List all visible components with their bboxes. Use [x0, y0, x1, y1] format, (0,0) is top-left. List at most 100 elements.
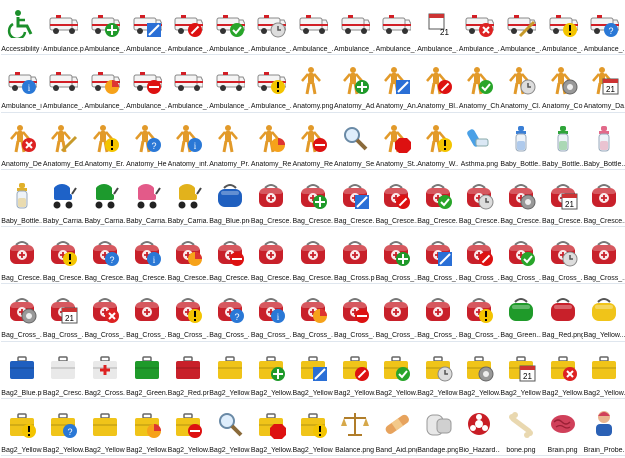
icon-tile[interactable]: Bandage.png	[416, 401, 459, 458]
icon-tile[interactable]: Bag2_Yellow...	[375, 344, 417, 401]
icon-tile[interactable]: Ambulance_...	[250, 0, 293, 57]
icon-tile[interactable]: Bag_Yellow...	[583, 286, 625, 343]
icon-tile[interactable]: Anatomy_Bl...	[416, 57, 459, 114]
icon-tile[interactable]: Bag_Cross_...	[500, 229, 542, 286]
icon-tile[interactable]: Bag2_Yellow...	[292, 344, 334, 401]
icon-tile[interactable]: Anatomy_Se...	[333, 115, 376, 172]
icon-tile[interactable]: Anatomy_St...	[375, 115, 417, 172]
icon-tile[interactable]: Bag_Cross_...	[458, 286, 501, 343]
icon-tile[interactable]: Bag_Green...	[500, 286, 542, 343]
icon-tile[interactable]: bone.png	[500, 401, 542, 458]
icon-tile[interactable]: Bag_Red.png	[541, 286, 584, 343]
icon-tile[interactable]: Bag_Cresce...	[500, 172, 542, 229]
icon-tile[interactable]: Bag_Cresce...	[292, 229, 334, 286]
icon-tile[interactable]: Bag2_Yellow...	[1, 401, 43, 458]
icon-tile[interactable]: Bag_Cresce...	[167, 229, 209, 286]
icon-tile[interactable]: Asthma.png	[458, 115, 501, 172]
icon-tile[interactable]: Anatomy_An...	[375, 57, 417, 114]
icon-tile[interactable]: Bag_Cresce...	[583, 172, 625, 229]
icon-tile[interactable]: Bag_Cross_...	[333, 286, 376, 343]
icon-tile[interactable]: Bag2_Green...	[125, 344, 168, 401]
icon-tile[interactable]: Ambulance_...	[84, 57, 126, 114]
icon-tile[interactable]: Baby_Bottle...	[541, 115, 584, 172]
icon-tile[interactable]: Ambulance_...	[208, 0, 251, 57]
icon-tile[interactable]: Ambulance_...	[541, 0, 584, 57]
icon-tile[interactable]: Bag2_Yellow...	[208, 344, 251, 401]
icon-tile[interactable]: Anatomy_Pr...	[208, 115, 251, 172]
icon-tile[interactable]: Ambulance_...	[167, 57, 209, 114]
icon-tile[interactable]: Bag_Cresce...	[42, 229, 85, 286]
icon-tile[interactable]: Bag2_Yellow...	[84, 401, 126, 458]
icon-tile[interactable]: Band_Aid.png	[375, 401, 417, 458]
icon-tile[interactable]: ? Bag2_Yellow...	[42, 401, 85, 458]
icon-tile[interactable]: Bag2_Cross...	[84, 344, 126, 401]
icon-tile[interactable]: Bag_Cresce...	[416, 172, 459, 229]
icon-tile[interactable]: Ambulance.png	[42, 0, 85, 57]
icon-tile[interactable]: ? Bag_Cresce...	[84, 229, 126, 286]
icon-tile[interactable]: Bag_Cross_...	[375, 286, 417, 343]
icon-tile[interactable]: Ambulance_...	[500, 0, 542, 57]
icon-tile[interactable]: Anatomy_Ch...	[458, 57, 501, 114]
icon-tile[interactable]: Bag_Cross_...	[1, 286, 43, 343]
icon-tile[interactable]: Bag_Blue.png	[208, 172, 251, 229]
icon-tile[interactable]: Bag_Cross_...	[167, 286, 209, 343]
icon-tile[interactable]: Ambulance_...	[208, 57, 251, 114]
icon-tile[interactable]: ? Anatomy_He...	[125, 115, 168, 172]
icon-tile[interactable]: Bag2_Blue.png	[1, 344, 43, 401]
icon-tile[interactable]: Bag_Cross_...	[125, 286, 168, 343]
icon-tile[interactable]: Bio_Hazard...	[458, 401, 501, 458]
icon-tile[interactable]: Bag2_Yellow...	[292, 401, 334, 458]
icon-tile[interactable]: Anatomy_Cl...	[500, 57, 542, 114]
icon-tile[interactable]: Bag2_Yellow...	[416, 344, 459, 401]
icon-tile[interactable]: Balance.png	[333, 401, 376, 458]
icon-tile[interactable]: Ambulance_...	[84, 0, 126, 57]
icon-tile[interactable]: Ambulance_...	[292, 0, 334, 57]
icon-tile[interactable]: Bag2_Yellow...	[250, 344, 293, 401]
icon-tile[interactable]: 21 Anatomy_Da...	[583, 57, 625, 114]
icon-tile[interactable]: Anatomy_Co...	[541, 57, 584, 114]
icon-tile[interactable]: Bag2_Yellow...	[167, 401, 209, 458]
icon-tile[interactable]: Ambulance_...	[42, 57, 85, 114]
icon-tile[interactable]: 21 Ambulance_...	[416, 0, 459, 57]
icon-tile[interactable]: Bag2_Red.png	[167, 344, 209, 401]
icon-tile[interactable]: Bag_Cross_...	[458, 229, 501, 286]
icon-tile[interactable]: Bag_Cresce...	[1, 229, 43, 286]
icon-tile[interactable]: Ambulance_...	[333, 0, 376, 57]
icon-tile[interactable]: Bag_Cresce...	[333, 172, 376, 229]
icon-tile[interactable]: i Anatomy_inf...	[167, 115, 209, 172]
icon-tile[interactable]: Anatomy_Ad...	[333, 57, 376, 114]
icon-tile[interactable]: Bag2_Yellow...	[250, 401, 293, 458]
icon-tile[interactable]: 21 Bag_Cresce...	[541, 172, 584, 229]
icon-tile[interactable]: Bag2_Cresc...	[42, 344, 85, 401]
icon-tile[interactable]: Ambulance_...	[167, 0, 209, 57]
icon-tile[interactable]: Baby_Bottle...	[500, 115, 542, 172]
icon-tile[interactable]: Bag_Cross_...	[541, 229, 584, 286]
icon-tile[interactable]: Bag2_Yellow...	[458, 344, 501, 401]
icon-tile[interactable]: Ambulance_...	[125, 57, 168, 114]
icon-tile[interactable]: Anatomy_Re...	[250, 115, 293, 172]
icon-tile[interactable]: Anatomy_Er...	[84, 115, 126, 172]
icon-tile[interactable]: Bag_Cross_...	[416, 286, 459, 343]
icon-tile[interactable]: Bag2_Yellow...	[583, 344, 625, 401]
icon-tile[interactable]: Brain.png	[541, 401, 584, 458]
icon-tile[interactable]: Ambulance_...	[250, 57, 293, 114]
icon-tile[interactable]: ? Bag_Cross_...	[208, 286, 251, 343]
icon-tile[interactable]: Bag_Cross_...	[292, 286, 334, 343]
icon-tile[interactable]: Bag2_Yellow...	[125, 401, 168, 458]
icon-tile[interactable]: Ambulance_...	[125, 0, 168, 57]
icon-tile[interactable]: Bag2_Yellow...	[541, 344, 584, 401]
icon-tile[interactable]: Bag_Cresce...	[250, 172, 293, 229]
icon-tile[interactable]: Anatomy_Re...	[292, 115, 334, 172]
icon-tile[interactable]: Bag_Cresce...	[208, 229, 251, 286]
icon-tile[interactable]: Bag_Cross_...	[84, 286, 126, 343]
icon-tile[interactable]: Brain_Probe...	[583, 401, 625, 458]
icon-tile[interactable]: Bag_Cresce...	[292, 172, 334, 229]
icon-tile[interactable]: i Bag_Cresce...	[125, 229, 168, 286]
icon-tile[interactable]: Bag_Cresce...	[375, 172, 417, 229]
icon-tile[interactable]: ? Ambulance_...	[583, 0, 625, 57]
icon-tile[interactable]: i Ambulance_i...	[1, 57, 43, 114]
icon-tile[interactable]: Bag_Cresce...	[250, 229, 293, 286]
icon-tile[interactable]: Baby_Bottle...	[583, 115, 625, 172]
icon-tile[interactable]: 21 Bag_Cross_...	[42, 286, 85, 343]
icon-tile[interactable]: Accessibility O...	[1, 0, 43, 57]
